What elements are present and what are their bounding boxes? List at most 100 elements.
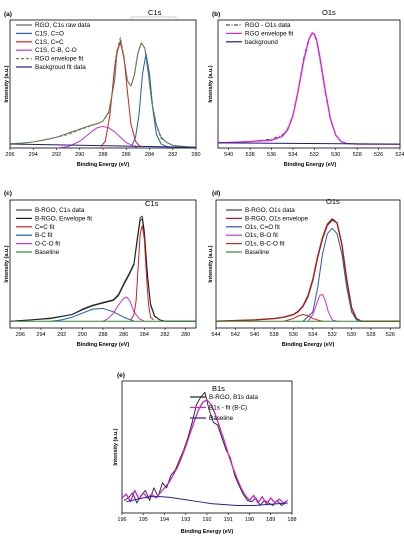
x-tick-label: 284 (145, 152, 154, 158)
x-tick-label: 526 (374, 152, 383, 158)
x-axis-label: Binding Energy (eV) (284, 162, 337, 168)
x-tick-label: 296 (5, 152, 14, 158)
x-tick-label: 282 (168, 152, 177, 158)
x-axis-label: Binding Energy (eV) (77, 342, 130, 348)
y-axis-label: Intensity (a.u.) (113, 428, 119, 465)
panel-label: (b) (212, 11, 220, 18)
x-tick-label: 294 (29, 152, 38, 158)
x-tick-label: 538 (246, 152, 255, 158)
x-tick-label: 528 (366, 332, 375, 338)
legend-entry: Baseline (35, 249, 60, 256)
y-axis-label: Intensity (a.u.) (4, 65, 10, 102)
panel-3: 544 542 540 538 536 534 532 530 528 526 Binding En… (208, 190, 401, 348)
x-tick-label: 294 (36, 332, 45, 338)
x-tick-label: 530 (331, 152, 340, 158)
x-tick-label: 292 (52, 152, 61, 158)
legend-entry: B-C fit (35, 232, 53, 239)
series-line (10, 37, 196, 148)
series-line (307, 293, 338, 322)
x-tick-label: 196 (117, 517, 126, 523)
legend-entry: O-C-O fit (35, 241, 60, 248)
x-tick-label: 188 (287, 517, 296, 523)
legend-entry: O1s, C=O fit (245, 224, 280, 231)
x-tick-label: 282 (160, 332, 169, 338)
legend-entry: B1s - fit (B-C) (209, 405, 247, 412)
x-tick-label: 280 (191, 152, 200, 158)
legend-entry: B-RGO, Envelope fit (35, 215, 92, 222)
legend-entry: B-RGO, O1s data (245, 207, 295, 214)
series-line (10, 218, 196, 322)
x-tick-label: 534 (308, 332, 317, 338)
series-line (283, 314, 323, 322)
legend: B-RGO, B1s data B1s - fit (B-C) Baseline (190, 394, 258, 422)
x-tick-label: 286 (122, 152, 131, 158)
x-tick-label: 540 (250, 332, 259, 338)
x-tick-label: 288 (98, 152, 107, 158)
y-axis-label: Intensity (a.u.) (208, 245, 214, 282)
x-tick-label: 292 (57, 332, 66, 338)
x-tick-label: 192 (202, 517, 211, 523)
x-tick-label: 190 (245, 517, 254, 523)
x-axis-label: Binding Energy (eV) (181, 529, 234, 535)
series-line (51, 307, 135, 322)
panel-1: 540 538 536 534 532 530 528 526 524 Binding Energ… (208, 8, 404, 168)
legend-entry: RGO - O1s data (245, 22, 291, 29)
legend-entry: RGO envelope fit (35, 56, 84, 63)
x-tick-label: 296 (16, 332, 25, 338)
panel-4: 196 195 194 193 192 191 190 189 188 Binding Energ… (113, 372, 297, 535)
x-tick-label: 284 (140, 332, 149, 338)
series-line (56, 125, 139, 148)
series-line (131, 53, 173, 148)
peak-annotation: O1s (326, 197, 340, 206)
series-line (126, 496, 288, 506)
x-tick-label: 538 (270, 332, 279, 338)
legend-entry: C=C fit (35, 224, 55, 231)
panel-label: (a) (4, 11, 12, 18)
x-tick-label: 528 (353, 152, 362, 158)
legend-entry: Baseline (209, 415, 234, 422)
peak-annotation: O1s (322, 8, 336, 17)
y-axis-label: Intensity (a.u.) (4, 245, 10, 282)
series-line (130, 225, 154, 321)
x-tick-label: 542 (231, 332, 240, 338)
legend-entry: B-RGO, B1s data (209, 394, 258, 401)
x-tick-label: 532 (310, 152, 319, 158)
bracket (130, 16, 177, 20)
legend-entry: O1s, B-O fit (245, 232, 278, 239)
x-axis-label: Binding Energy (eV) (77, 162, 130, 168)
series-line (218, 142, 400, 145)
panel-2: 296 294 292 290 288 286 284 282 280 Binding Energ… (4, 190, 197, 348)
x-tick-label: 544 (211, 332, 220, 338)
series-line (10, 143, 196, 148)
series-line (302, 227, 362, 322)
x-tick-label: 193 (181, 517, 190, 523)
y-axis-label: Intensity (a.u.) (208, 65, 214, 102)
legend-entry: background (245, 39, 278, 46)
legend-entry: O1s, B-C-O fit (245, 241, 285, 248)
legend-entry: Backgroud fit data (35, 64, 86, 71)
legend-entry: C1S, C=C (35, 39, 64, 46)
legend-entry: C1S, C=O (35, 30, 64, 37)
legend-entry: B-RGO, C1s data (35, 207, 85, 214)
x-tick-label: 540 (224, 152, 233, 158)
panel-0: 296 294 292 290 288 286 284 282 280 Binding Energ… (4, 8, 201, 168)
x-tick-label: 532 (328, 332, 337, 338)
series-line (122, 399, 289, 505)
x-axis-label: Binding Energy (eV) (282, 342, 335, 348)
x-tick-label: 286 (119, 332, 128, 338)
x-tick-label: 526 (386, 332, 395, 338)
x-tick-label: 191 (224, 517, 233, 523)
x-tick-label: 530 (347, 332, 356, 338)
x-tick-label: 195 (139, 517, 148, 523)
plot-frame (9, 199, 197, 329)
series-line (218, 32, 400, 145)
legend-entry: Baseline (245, 249, 270, 256)
peak-annotation: C1s (148, 8, 162, 17)
panel-label: (e) (117, 372, 125, 379)
x-tick-label: 534 (288, 152, 297, 158)
plot-frame (215, 199, 401, 329)
